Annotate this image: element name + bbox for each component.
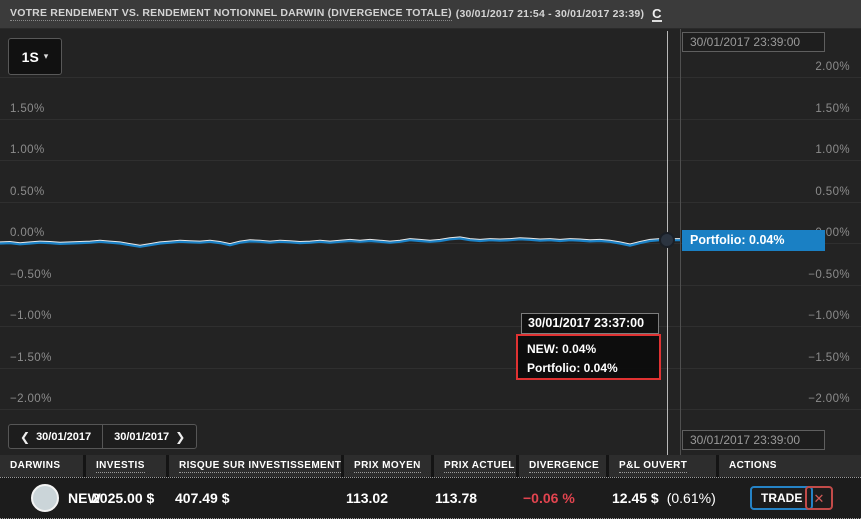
y-axis-label-left: 0.50% <box>10 186 45 198</box>
open-pnl-percent: (0.61%) <box>666 490 716 506</box>
refresh-icon[interactable]: C <box>652 5 662 22</box>
new-line <box>0 236 680 247</box>
gridline <box>0 326 861 327</box>
y-axis-label-right: −2.00% <box>808 393 850 405</box>
darwin-avatar[interactable] <box>31 484 59 512</box>
col-header-prix-moyen[interactable]: PRIX MOYEN <box>344 455 431 477</box>
col-header-prix-actuel[interactable]: PRIX ACTUEL <box>434 455 516 477</box>
y-axis-label-right: 1.50% <box>815 103 850 115</box>
gridline <box>0 160 861 161</box>
y-axis-label-left: −1.50% <box>10 352 52 364</box>
y-axis-label-right: 2.00% <box>815 61 850 73</box>
range-selector-button[interactable]: 1S ▾ <box>8 38 62 75</box>
divergence-value: −0.06 % <box>523 490 575 506</box>
gridline <box>0 285 861 286</box>
prev-day-label: 30/01/2017 <box>36 430 92 443</box>
current-price-value: 113.78 <box>435 490 478 506</box>
next-day-label: 30/01/2017 <box>114 430 170 443</box>
risk-value: 407.49 $ <box>175 490 230 506</box>
crosshair-time-bottom: 30/01/2017 23:39:00 <box>682 430 825 450</box>
col-header-investis[interactable]: INVESTIS <box>86 455 166 477</box>
col-header-pnl-ouvert[interactable]: P&L OUVERT <box>609 455 716 477</box>
y-axis-label-left: 1.50% <box>10 103 45 115</box>
prev-day-button[interactable]: ❮ 30/01/2017 <box>9 425 102 448</box>
col-header-risque[interactable]: RISQUE SUR INVESTISSEMENT <box>169 455 342 477</box>
tooltip-values: NEW: 0.04% Portfolio: 0.04% <box>516 334 661 380</box>
portfolio-value-flag: Portfolio: 0.04% <box>682 230 825 251</box>
y-axis-label-left: 0.00% <box>10 227 45 239</box>
y-axis-label-right: −0.50% <box>808 269 850 281</box>
y-axis-label-right: −1.50% <box>808 352 850 364</box>
tooltip-portfolio-value: Portfolio: 0.04% <box>527 361 618 375</box>
open-pnl-value: 12.45 $ (0.61%) <box>612 490 716 506</box>
y-axis-label-right: 1.00% <box>815 144 850 156</box>
chevron-right-icon: ❯ <box>175 429 186 444</box>
y-axis-label-right: −1.00% <box>808 310 850 322</box>
panel-title-dates: (30/01/2017 21:54 - 30/01/2017 23:39) <box>455 8 645 20</box>
gridline <box>0 77 861 78</box>
table-row: NEW 2025.00 $ 407.49 $ 113.02 113.78 −0.… <box>0 478 861 519</box>
col-header-darwins[interactable]: DARWINS <box>0 455 83 477</box>
tooltip-new-value: NEW: 0.04% <box>527 342 597 356</box>
y-axis-label-left: −1.00% <box>10 310 52 322</box>
panel-title: VOTRE RENDEMENT VS. RENDEMENT NOTIONNEL … <box>10 7 452 21</box>
plot-right-boundary <box>680 29 681 455</box>
tooltip-time: 30/01/2017 23:37:00 <box>521 313 659 334</box>
gridline <box>0 368 861 369</box>
invested-value: 2025.00 $ <box>92 490 155 506</box>
panel-header: VOTRE RENDEMENT VS. RENDEMENT NOTIONNEL … <box>0 0 861 29</box>
range-selector-label: 1S <box>21 48 39 65</box>
y-axis-label-right: 0.50% <box>815 186 850 198</box>
avg-price-value: 113.02 <box>345 490 388 506</box>
date-navigation: ❮ 30/01/2017 30/01/2017 ❯ <box>8 424 198 449</box>
col-header-actions: ACTIONS <box>719 455 861 477</box>
close-icon: ✕ <box>813 491 825 506</box>
y-axis-label-left: 1.00% <box>10 144 45 156</box>
col-header-divergence[interactable]: DIVERGENCE <box>519 455 606 477</box>
divergence-chart: 1.50% 1.00% 0.50% 0.00% −0.50% −1.00% −1… <box>0 29 861 455</box>
trade-button[interactable]: TRADE <box>750 486 814 510</box>
crosshair-time-top: 30/01/2017 23:39:00 <box>682 32 825 52</box>
next-day-button[interactable]: 30/01/2017 ❯ <box>102 425 196 448</box>
darwin-name[interactable]: NEW <box>68 490 101 506</box>
gridline <box>0 409 861 410</box>
close-position-button[interactable]: ✕ <box>805 486 833 510</box>
gridline <box>0 202 861 203</box>
chevron-down-icon: ▾ <box>43 51 49 61</box>
gridline <box>0 119 861 120</box>
chevron-left-icon: ❮ <box>20 429 31 444</box>
positions-table-header: DARWINS INVESTIS RISQUE SUR INVESTISSEME… <box>0 455 861 478</box>
y-axis-label-left: −2.00% <box>10 393 52 405</box>
crosshair-line <box>667 31 668 455</box>
y-axis-label-left: −0.50% <box>10 269 52 281</box>
